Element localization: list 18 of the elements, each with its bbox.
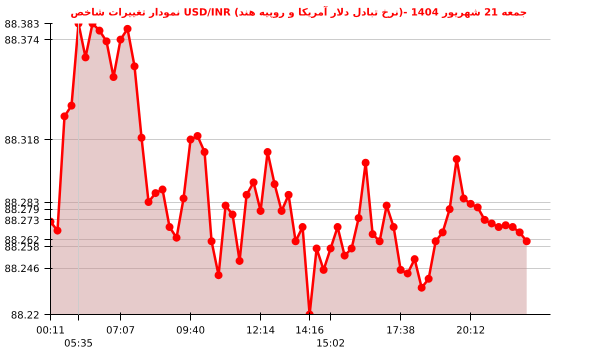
y-tick-label: 88.383: [4, 20, 40, 30]
x-tick-label: 05:35: [64, 338, 93, 350]
x-tick-label: 12:14: [246, 326, 276, 336]
x-tick-label: 00:11: [36, 326, 65, 336]
y-tick-label: 88.246: [4, 264, 40, 276]
chart-title: نمودار تغییرات شاخص USD/INR (نرخ تبادل دلار آمریکا و روپیه هند)- جمعه 21 شهریور 1404: [70, 6, 528, 18]
x-tick-label: 15:02: [316, 338, 346, 350]
x-tick-label: 14:16: [295, 326, 324, 336]
y-tick-label: 88.22: [10, 310, 40, 322]
x-tick-label: 07:07: [106, 326, 135, 336]
x-tick-label: 09:40: [176, 326, 205, 336]
y-tick-label: 88.279: [4, 205, 40, 216]
x-tick-label: 17:38: [386, 326, 416, 336]
y-tick-label: 88.318: [4, 136, 40, 147]
x-tick-label: 20:12: [456, 326, 486, 336]
y-tick-label: 88.273: [4, 216, 40, 227]
y-tick-label: 88.374: [4, 36, 40, 47]
y-tick-label: 88.258: [4, 242, 40, 254]
